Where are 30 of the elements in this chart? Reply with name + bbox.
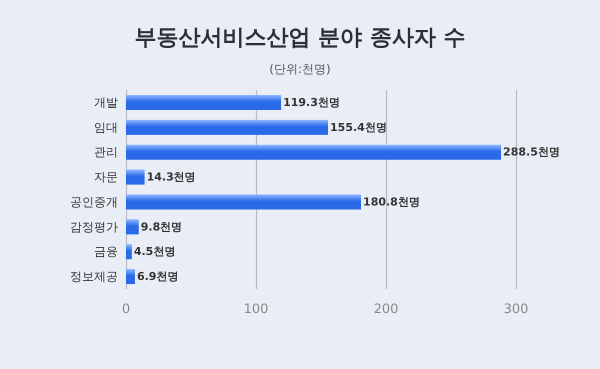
- x-tick-label: 300: [504, 302, 528, 317]
- chart-title: 부동산서비스산업 분야 종사자 수: [134, 26, 466, 50]
- y-tick-label: 관리: [94, 145, 118, 160]
- y-tick-label: 정보제공: [70, 270, 118, 284]
- data-label: 9.8천명: [140, 220, 182, 234]
- data-label: 6.9천명: [136, 270, 178, 284]
- data-label: 4.5천명: [134, 245, 176, 258]
- data-label: 119.3천명: [283, 96, 340, 109]
- bar: [126, 244, 132, 260]
- bar: [126, 219, 139, 234]
- y-tick-label: 개발: [94, 95, 118, 110]
- y-tick-label: 감정평가: [70, 220, 118, 234]
- bar: [126, 194, 362, 210]
- x-tick-label: 100: [244, 302, 268, 317]
- bar: [126, 269, 135, 284]
- chart-subtitle: (단위:천명): [269, 62, 331, 76]
- data-label: 155.4천명: [330, 120, 387, 134]
- data-label: 288.5천명: [503, 146, 560, 159]
- bar: [126, 170, 145, 185]
- y-tick-label: 자문: [94, 170, 118, 184]
- data-label: 180.8천명: [363, 195, 420, 208]
- y-tick-label: 금융: [94, 244, 118, 259]
- bar: [126, 144, 502, 160]
- bar: [126, 94, 282, 110]
- y-tick-label: 임대: [94, 120, 118, 134]
- data-label: 14.3천명: [146, 170, 196, 184]
- bar: [126, 120, 328, 135]
- x-tick-label: 0: [122, 302, 130, 317]
- y-tick-label: 공인중개: [70, 194, 118, 209]
- x-tick-label: 200: [374, 302, 398, 317]
